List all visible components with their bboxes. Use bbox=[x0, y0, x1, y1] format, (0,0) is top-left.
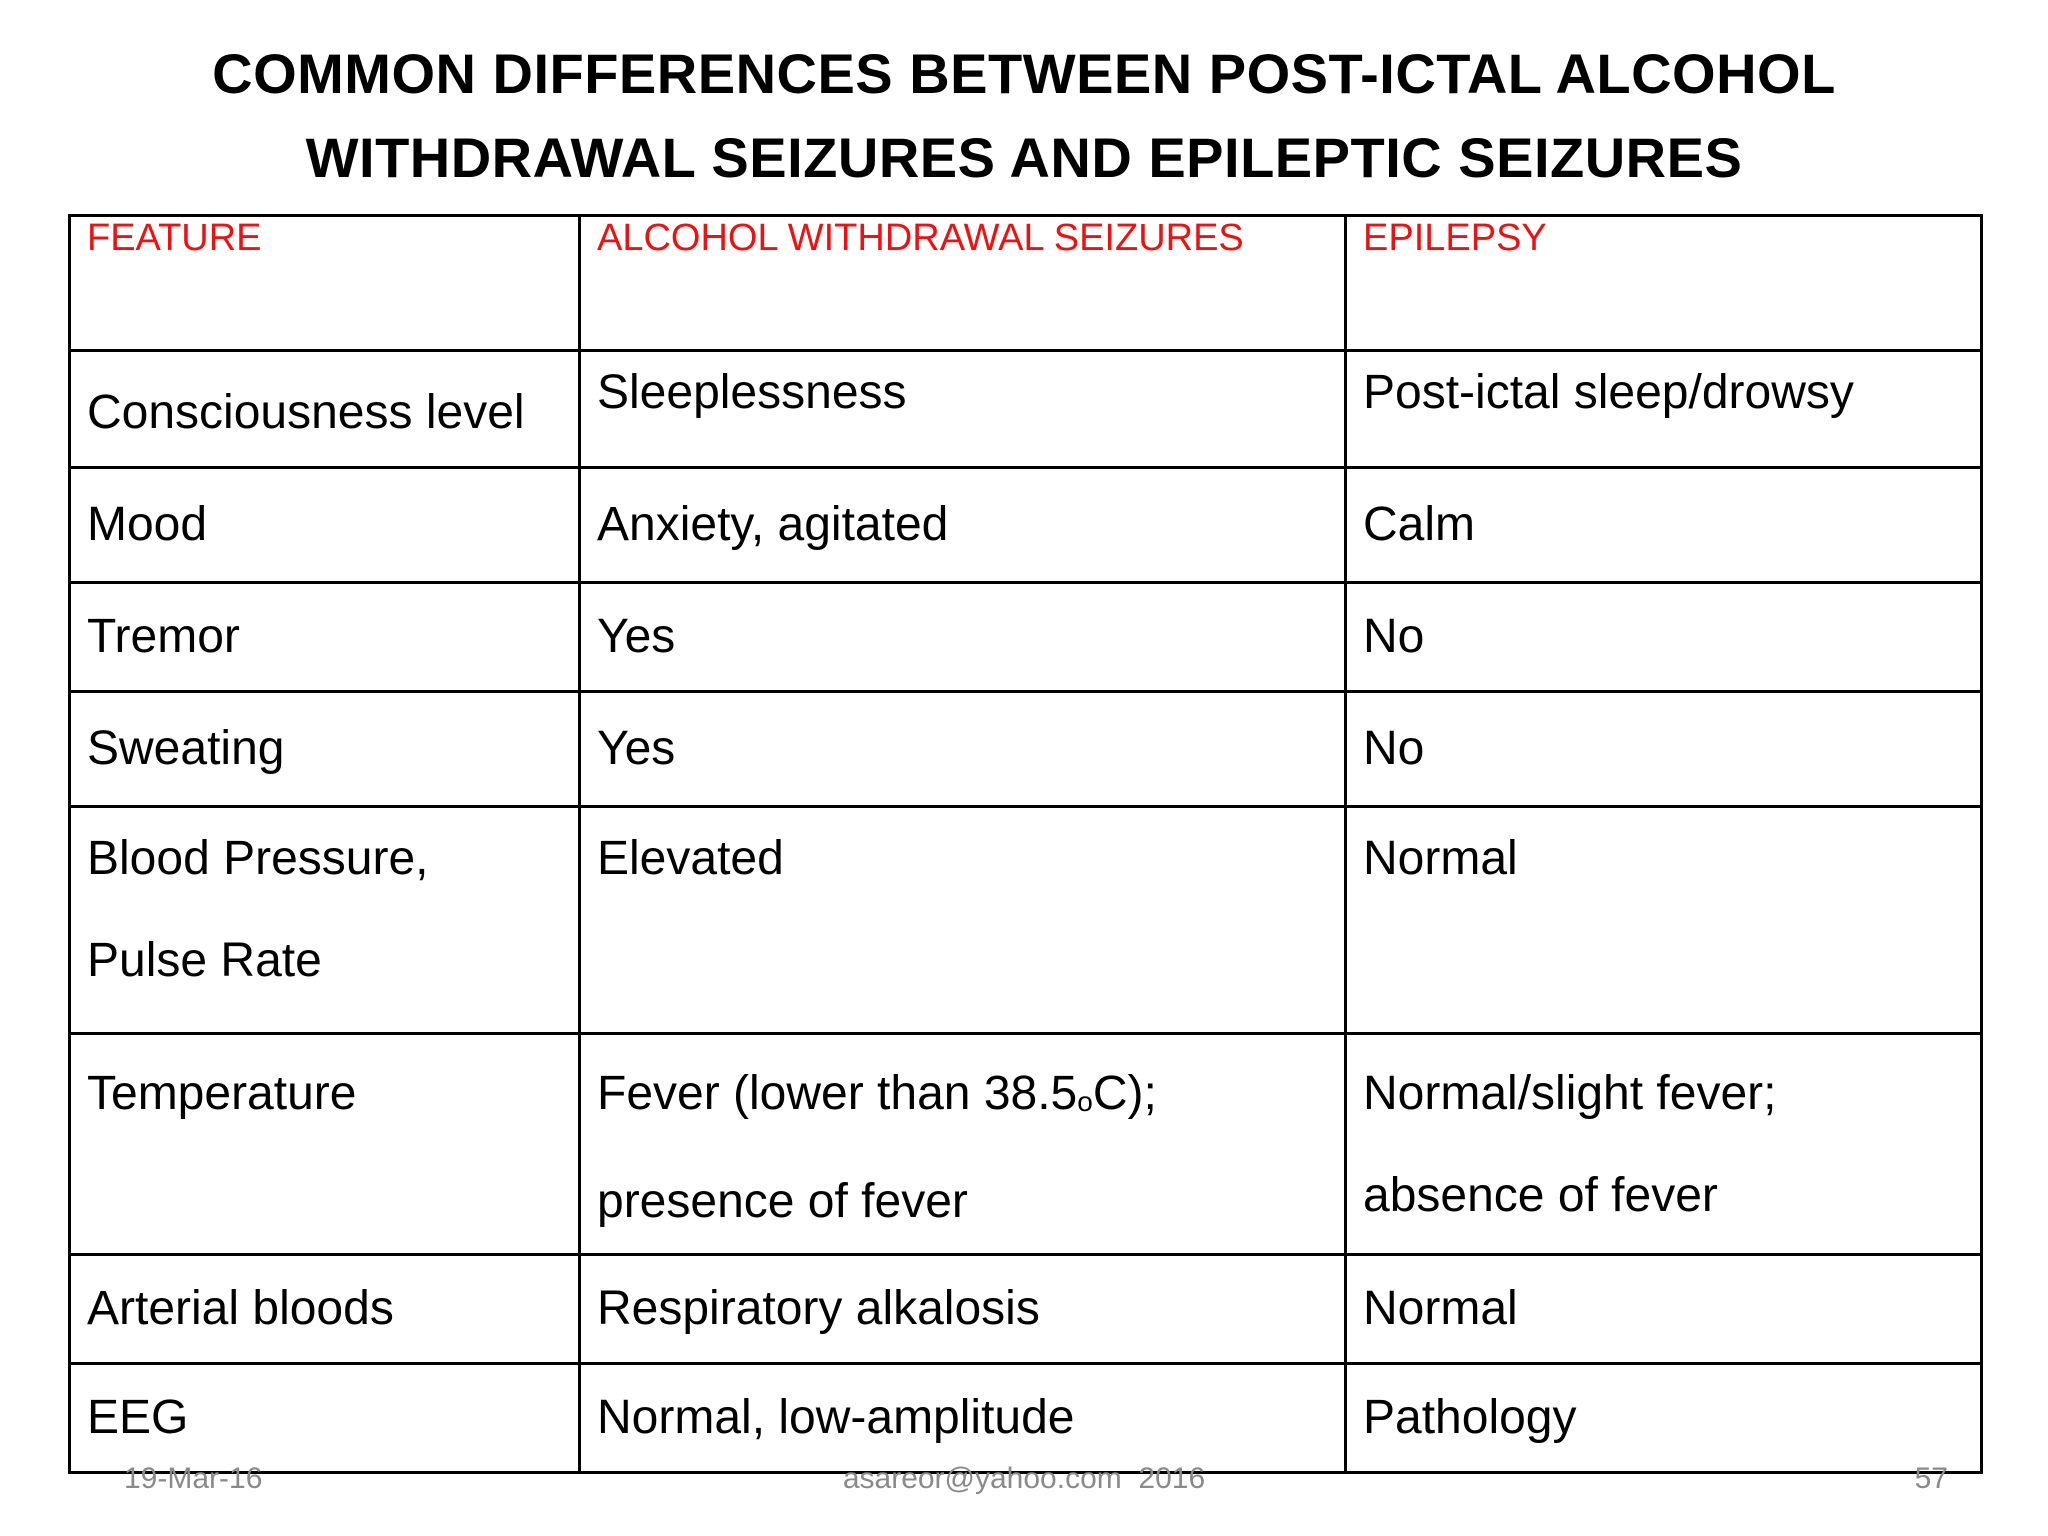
row-epilepsy-value: Post-ictal sleep/drowsy bbox=[1344, 349, 1983, 469]
row-alcohol-value: Sleeplessness bbox=[578, 349, 1347, 469]
temp-text-pre: Fever (lower than 38.5 bbox=[597, 1067, 1078, 1120]
row-epilepsy-value: No bbox=[1344, 690, 1983, 808]
footer-page-number: 57 bbox=[1914, 1462, 1948, 1495]
table-header-row: FEATURE ALCOHOL WITHDRAWAL SEIZURES EPIL… bbox=[68, 214, 1983, 352]
row-alcohol-line-2: presence of fever bbox=[597, 1175, 968, 1228]
row-feature: EEG bbox=[68, 1362, 581, 1474]
row-feature: Sweating bbox=[68, 690, 581, 808]
row-epilepsy-value: Calm bbox=[1344, 466, 1983, 584]
footer-author: asareor@yahoo.com 2016 bbox=[842, 1462, 1206, 1495]
row-alcohol-value: Yes bbox=[578, 581, 1347, 693]
header-epilepsy: EPILEPSY bbox=[1344, 214, 1983, 352]
row-feature: Consciousness level bbox=[68, 349, 581, 469]
slide-title-line-1: COMMON DIFFERENCES BETWEEN POST-ICTAL AL… bbox=[212, 42, 1836, 105]
slide-title-line-2: WITHDRAWAL SEIZURES AND EPILEPTIC SEIZUR… bbox=[305, 126, 1743, 189]
row-epilepsy-value: Normal bbox=[1344, 1253, 1983, 1365]
row-alcohol-value: Respiratory alkalosis bbox=[578, 1253, 1347, 1365]
footer-date: 19-Mar-16 bbox=[124, 1462, 263, 1495]
table-row: Temperature Fever (lower than 38.5oC); p… bbox=[68, 1032, 1983, 1256]
table-row: Mood Anxiety, agitated Calm bbox=[68, 466, 1983, 584]
degree-symbol: o bbox=[1077, 1086, 1093, 1117]
row-epilepsy-value: Pathology bbox=[1344, 1362, 1983, 1474]
row-feature-line-1: Blood Pressure, bbox=[87, 832, 429, 885]
row-feature: Temperature bbox=[68, 1032, 581, 1256]
row-feature: Mood bbox=[68, 466, 581, 584]
row-feature: Arterial bloods bbox=[68, 1253, 581, 1365]
row-feature: Tremor bbox=[68, 581, 581, 693]
row-feature: Blood Pressure, Pulse Rate bbox=[68, 805, 581, 1035]
header-feature: FEATURE bbox=[68, 214, 581, 352]
slide-title: COMMON DIFFERENCES BETWEEN POST-ICTAL AL… bbox=[0, 32, 2048, 200]
row-epilepsy-line-2: absence of fever bbox=[1363, 1169, 1718, 1222]
row-alcohol-line-1: Fever (lower than 38.5oC); bbox=[597, 1043, 1328, 1151]
table-row: Blood Pressure, Pulse Rate Elevated Norm… bbox=[68, 805, 1983, 1035]
row-alcohol-value: Yes bbox=[578, 690, 1347, 808]
comparison-table: FEATURE ALCOHOL WITHDRAWAL SEIZURES EPIL… bbox=[68, 214, 1983, 1474]
temp-text-post: C); bbox=[1092, 1067, 1157, 1120]
row-alcohol-value: Elevated bbox=[578, 805, 1347, 1035]
table-row: Arterial bloods Respiratory alkalosis No… bbox=[68, 1253, 1983, 1365]
row-epilepsy-value: Normal bbox=[1344, 805, 1983, 1035]
table-row: Sweating Yes No bbox=[68, 690, 1983, 808]
table-row: Consciousness level Sleeplessness Post-i… bbox=[68, 349, 1983, 469]
row-feature-line-2: Pulse Rate bbox=[87, 934, 322, 987]
row-epilepsy-value: No bbox=[1344, 581, 1983, 693]
table-row: Tremor Yes No bbox=[68, 581, 1983, 693]
row-epilepsy-line-1: Normal/slight fever; bbox=[1363, 1067, 1777, 1120]
header-alcohol-withdrawal: ALCOHOL WITHDRAWAL SEIZURES bbox=[578, 214, 1347, 352]
row-epilepsy-value: Normal/slight fever; absence of fever bbox=[1344, 1032, 1983, 1256]
row-alcohol-value: Normal, low-amplitude bbox=[578, 1362, 1347, 1474]
table-row: EEG Normal, low-amplitude Pathology bbox=[68, 1362, 1983, 1474]
row-alcohol-value: Fever (lower than 38.5oC); presence of f… bbox=[578, 1032, 1347, 1256]
row-alcohol-value: Anxiety, agitated bbox=[578, 466, 1347, 584]
